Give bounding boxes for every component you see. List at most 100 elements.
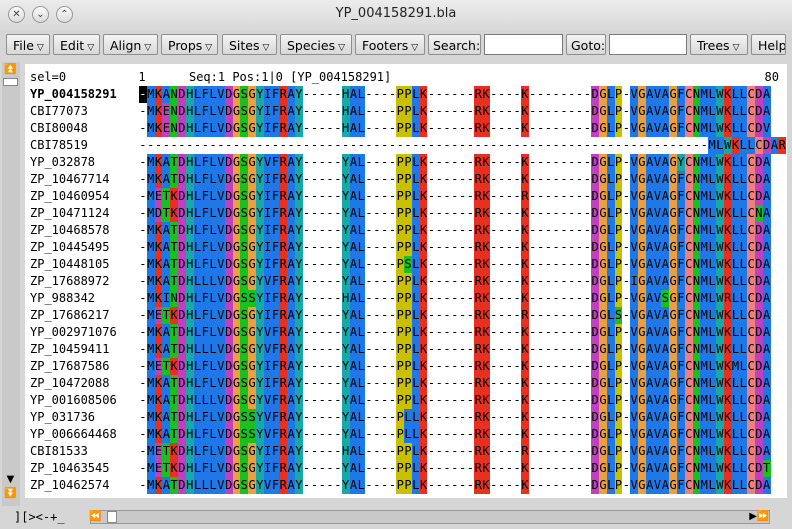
- sequence-row[interactable]: -MKATDHLFLVDGSGYIFRAY-----YAL----PPLK---…: [139, 222, 771, 239]
- chevron-down-icon: ▽: [732, 43, 740, 53]
- sequence-names: YP_004158291 CBI77073 CBI80048 CBI78519 YP_0…: [30, 86, 144, 494]
- sequence-row[interactable]: -MKATDHLFLVDGSGYVFRAY-----YAL----PPLK---…: [139, 324, 771, 341]
- props-menu[interactable]: Props ▽: [161, 34, 218, 55]
- status-text: Seq:1 Pos:1|0 [YP_004158291]: [188, 70, 392, 84]
- sequence-name[interactable]: ZP_10467714: [30, 172, 110, 186]
- chevron-down-icon: ▽: [205, 43, 213, 53]
- scroll-bottom-icon[interactable]: ⏬: [4, 488, 17, 499]
- sequence-columns[interactable]: -MKANDHLFLVDGSGYIFRAY-----HAL----PPLK---…: [139, 86, 787, 494]
- sequence-row[interactable]: -MKATDHLLLVDGSGYVFRAY-----YAL----PPLK---…: [139, 477, 771, 494]
- horizontal-scrollbar[interactable]: ⏪ ▶ ⏩: [89, 510, 770, 524]
- align-menu-label: Align: [110, 38, 142, 53]
- file-menu[interactable]: File ▽: [6, 34, 50, 55]
- sites-menu[interactable]: Sites ▽: [222, 34, 277, 55]
- sequence-row[interactable]: -MKINDHLFLVDGSSYIFRAY-----HAL----PPLK---…: [139, 290, 771, 307]
- sequence-name[interactable]: YP_004158291: [30, 87, 117, 101]
- sequence-name[interactable]: ZP_17686217: [30, 308, 110, 322]
- sequence-name[interactable]: YP_032878: [30, 155, 96, 169]
- sequence-name[interactable]: ZP_10462574: [30, 478, 110, 492]
- vertical-scrollbar[interactable]: ⏫ ▼ ⏬: [2, 62, 20, 506]
- sequence-name[interactable]: ZP_10468578: [30, 223, 110, 237]
- sequence-row[interactable]: -MKATDHLLLVDGSGYVFRAY-----YAL----PPLK---…: [139, 273, 771, 290]
- alignment-pane[interactable]: sel=0 1 Seq:1 Pos:1|0 [YP_004158291] 80 …: [25, 64, 787, 498]
- sequence-name[interactable]: CBI80048: [30, 121, 88, 135]
- sequence-name[interactable]: ZP_10472088: [30, 376, 110, 390]
- scroll-end-icon[interactable]: ⏩: [756, 511, 769, 522]
- trees-menu-label: Trees: [697, 38, 730, 53]
- sequence-row[interactable]: -METKDHLFLVDGSGYIFRAY-----YAL----PPLK---…: [139, 307, 771, 324]
- sequence-row[interactable]: -MKENDHLFLVDGSGYIFRAY-----HAL----PPLK---…: [139, 120, 771, 137]
- sequence-row[interactable]: -MKATDHLFLVDGSGYIFRAY-----YAL----PPLK---…: [139, 375, 771, 392]
- close-icon[interactable]: ✕: [8, 6, 25, 23]
- species-menu-label: Species: [287, 38, 336, 53]
- sequence-name[interactable]: ZP_10463545: [30, 461, 110, 475]
- footers-menu-label: Footers: [362, 38, 409, 53]
- sequence-name[interactable]: CBI81533: [30, 444, 88, 458]
- chevron-down-icon: ▽: [262, 43, 270, 53]
- start-position: 1: [138, 70, 146, 84]
- chevron-down-icon: ▽: [411, 43, 419, 53]
- sequence-name[interactable]: YP_001608506: [30, 393, 117, 407]
- sequence-row[interactable]: -MKATDHLFLVDGSGYIFRAY-----YAL----PPLK---…: [139, 239, 771, 256]
- footer-controls[interactable]: ][><-+_: [14, 510, 65, 524]
- alignment-header: sel=0 1 Seq:1 Pos:1|0 [YP_004158291]: [30, 70, 391, 84]
- edit-menu[interactable]: Edit ▽: [53, 34, 100, 55]
- end-position: 80: [764, 70, 779, 84]
- chevron-down-icon: ▽: [36, 43, 44, 53]
- sequence-row[interactable]: -MDTKDHLFLVDGSGYIFRAY-----YAL----PPLK---…: [139, 205, 771, 222]
- sequence-name[interactable]: ZP_10445495: [30, 240, 110, 254]
- scroll-thumb[interactable]: [107, 511, 117, 523]
- sequence-row[interactable]: -MKATDHLLLVDGSGYVFRAY-----YAL----PPLK---…: [139, 341, 771, 358]
- window-title: YP_004158291.bla: [335, 6, 457, 21]
- help-button-label: Help: [758, 38, 786, 53]
- sequence-row[interactable]: -METKDHLFLVDGSGYIFRAY-----YAL----PPLK---…: [139, 358, 771, 375]
- scroll-right-icon[interactable]: ▶: [749, 511, 757, 522]
- trees-menu[interactable]: Trees ▽: [690, 34, 748, 55]
- props-menu-label: Props: [168, 38, 203, 53]
- sequence-row[interactable]: -METKDHLFLVDGSGYIFRAY-----YAL----PPLK---…: [139, 188, 771, 205]
- selection-count: sel=0: [30, 70, 67, 84]
- sequence-name[interactable]: YP_031736: [30, 410, 96, 424]
- sequence-name[interactable]: ZP_10460954: [30, 189, 110, 203]
- sequence-row[interactable]: -METKDHLFLVDGSGYIFRAY-----HAL----PPLK---…: [139, 443, 771, 460]
- sequence-row[interactable]: -MKANDHLFLVDGSGYIFRAY-----HAL----PPLK---…: [139, 86, 771, 103]
- species-menu[interactable]: Species ▽: [280, 34, 352, 55]
- sequence-name[interactable]: ZP_17688972: [30, 274, 110, 288]
- sites-menu-label: Sites: [229, 38, 260, 53]
- sequence-name[interactable]: YP_002971076: [30, 325, 117, 339]
- sequence-row[interactable]: -MKATDHLFLVDGSGYIFRAY-----YAL----PPLK---…: [139, 171, 771, 188]
- sequence-row[interactable]: -MKATDHLFLVDGSGYVFRAY-----YAL----PPLK---…: [139, 154, 771, 171]
- toolbar: File ▽ Edit ▽ Align ▽ Props ▽ Sites ▽ Species…: [0, 30, 792, 61]
- file-menu-label: File: [13, 38, 34, 53]
- scroll-down-icon[interactable]: ▼: [6, 474, 15, 485]
- sequence-name[interactable]: ZP_10459411: [30, 342, 110, 356]
- scroll-start-icon[interactable]: ⏪: [89, 511, 102, 522]
- title-bar: ✕ ⌄ ⌃ YP_004158291.bla: [0, 0, 792, 31]
- sequence-name[interactable]: CBI78519: [30, 138, 88, 152]
- chevron-down-icon: ▽: [338, 43, 346, 53]
- goto-input[interactable]: [609, 34, 687, 55]
- sequence-name[interactable]: ZP_10448105: [30, 257, 110, 271]
- sequence-row[interactable]: -MKATDHLFLVDGSSYVFRAY-----YAL----PLLK---…: [139, 426, 771, 443]
- sequence-row[interactable]: -METKDHLFLVDGSGYIFRAY-----YAL----PPLK---…: [139, 460, 771, 477]
- sequence-row[interactable]: -MKATDHLFLVDGSSYVFRAY-----YAL----PLLK---…: [139, 409, 771, 426]
- align-menu[interactable]: Align ▽: [103, 34, 158, 55]
- sequence-name[interactable]: YP_006664468: [30, 427, 117, 441]
- search-label: Search:: [428, 34, 481, 55]
- goto-label: Goto:: [566, 34, 606, 55]
- sequence-row[interactable]: -MKENDHLFLVDGSGYIFRAY-----HAL----PPLK---…: [139, 103, 771, 120]
- minimize-icon[interactable]: ⌄: [32, 6, 49, 23]
- sequence-name[interactable]: ZP_10471124: [30, 206, 110, 220]
- sequence-name[interactable]: CBI77073: [30, 104, 88, 118]
- scroll-top-icon[interactable]: ⏫: [4, 64, 17, 75]
- maximize-icon[interactable]: ⌃: [56, 6, 73, 23]
- sequence-name[interactable]: ZP_17687586: [30, 359, 110, 373]
- search-input[interactable]: [484, 34, 563, 55]
- help-button[interactable]: Help: [751, 34, 786, 55]
- sequence-row[interactable]: -MKATDHLLLVDGSGYVFRAY-----YAL----PPLK---…: [139, 392, 771, 409]
- sequence-name[interactable]: YP_988342: [30, 291, 96, 305]
- sequence-row[interactable]: ----------------------------------------…: [139, 137, 787, 154]
- footers-menu[interactable]: Footers ▽: [355, 34, 425, 55]
- scroll-thumb[interactable]: [3, 78, 18, 86]
- sequence-row[interactable]: -MKATDHLFLVDGSGYIFRAY-----YAL----PSLK---…: [139, 256, 771, 273]
